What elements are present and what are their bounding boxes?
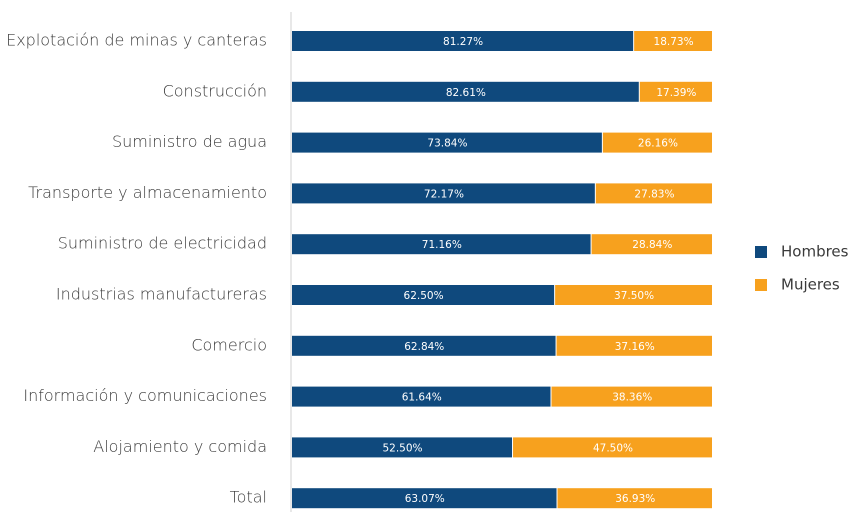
value-label: 63.07% bbox=[405, 493, 445, 505]
value-label: 62.50% bbox=[404, 290, 444, 302]
bar-segment bbox=[292, 285, 555, 305]
value-label: 73.84% bbox=[427, 138, 467, 150]
value-label: 17.39% bbox=[656, 87, 696, 99]
bar-segment bbox=[292, 31, 634, 51]
value-label: 28.84% bbox=[632, 239, 672, 251]
value-label: 37.16% bbox=[615, 341, 655, 353]
bar-segment bbox=[292, 234, 591, 255]
value-label: 38.36% bbox=[612, 392, 652, 404]
category-label: Industrias manufactureras bbox=[56, 285, 267, 304]
value-label: 47.50% bbox=[593, 442, 633, 454]
bar-segment bbox=[556, 335, 712, 356]
bar-segment bbox=[557, 488, 712, 509]
value-label: 52.50% bbox=[382, 442, 422, 454]
category-label: Explotación de minas y canteras bbox=[6, 31, 267, 50]
bar-segment bbox=[602, 132, 712, 153]
category-label: Transporte y almacenamiento bbox=[28, 183, 267, 202]
value-label: 82.61% bbox=[446, 87, 486, 99]
bar-segment bbox=[292, 488, 557, 509]
category-label: Construcción bbox=[163, 81, 267, 100]
bar-segment bbox=[634, 31, 712, 51]
value-label: 72.17% bbox=[424, 188, 464, 200]
value-label: 26.16% bbox=[638, 138, 678, 150]
bar-segment bbox=[595, 183, 712, 204]
bar-segment bbox=[591, 234, 712, 255]
category-label: Información y comunicaciones bbox=[23, 386, 267, 405]
value-label: 61.64% bbox=[402, 392, 442, 404]
bar-segment bbox=[513, 437, 712, 458]
category-label: Suministro de agua bbox=[112, 132, 267, 151]
category-label: Total bbox=[230, 488, 267, 507]
bar-segment bbox=[551, 386, 712, 407]
legend-swatch bbox=[755, 246, 767, 258]
legend-swatch bbox=[755, 279, 767, 291]
legend-label: Mujeres bbox=[781, 276, 840, 294]
bar-segment bbox=[292, 81, 639, 102]
bar-segment bbox=[292, 183, 595, 204]
category-label: Suministro de electricidad bbox=[58, 234, 267, 253]
bar-segment bbox=[292, 132, 602, 153]
category-label: Alojamiento y comida bbox=[93, 437, 267, 456]
bar-segment bbox=[555, 285, 712, 305]
bar-segment bbox=[639, 81, 712, 102]
value-label: 81.27% bbox=[443, 36, 483, 48]
bar-segment bbox=[292, 386, 551, 407]
value-label: 62.84% bbox=[404, 341, 444, 353]
category-label: Comercio bbox=[191, 335, 267, 354]
value-label: 36.93% bbox=[615, 493, 655, 505]
bar-segment bbox=[292, 437, 513, 458]
value-label: 37.50% bbox=[614, 290, 654, 302]
value-label: 71.16% bbox=[422, 239, 462, 251]
legend-label: Hombres bbox=[781, 243, 849, 261]
bar-segment bbox=[292, 335, 556, 356]
value-label: 18.73% bbox=[654, 36, 694, 48]
value-label: 27.83% bbox=[634, 188, 674, 200]
